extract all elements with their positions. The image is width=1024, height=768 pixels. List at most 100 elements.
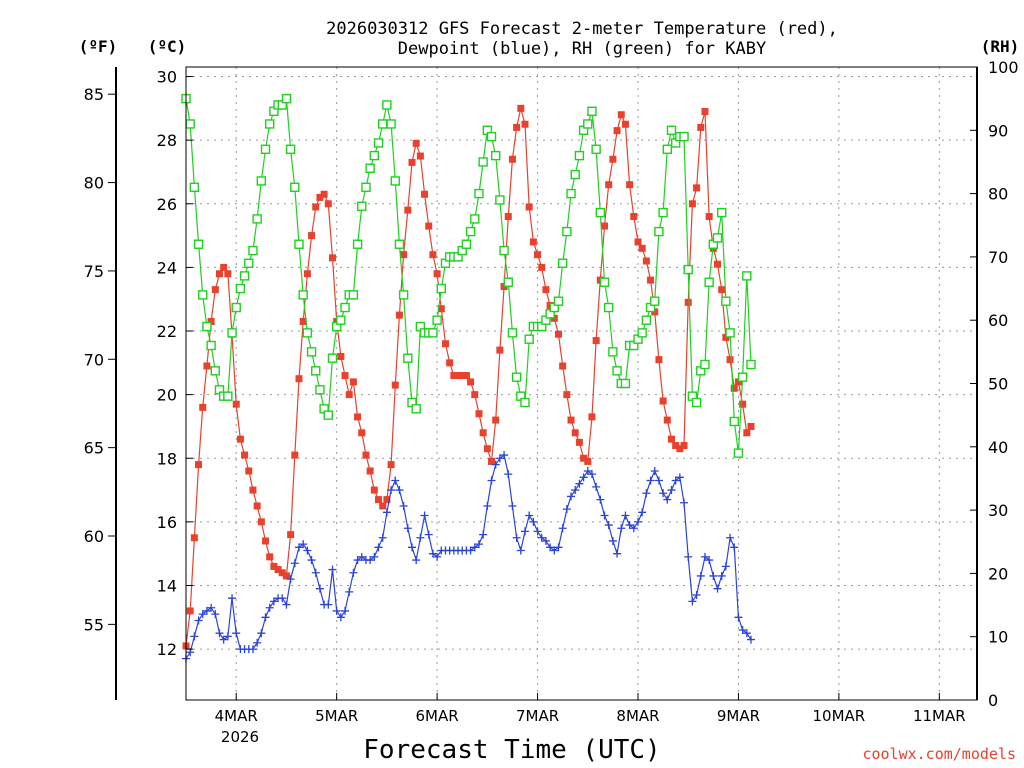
data-point <box>704 277 714 287</box>
data-point <box>571 486 580 495</box>
data-point <box>260 144 271 154</box>
c-tick-label: 16 <box>157 513 177 532</box>
data-point <box>265 119 275 129</box>
data-point <box>241 451 249 459</box>
data-point <box>574 150 585 161</box>
data-point <box>327 353 338 363</box>
data-point <box>223 632 232 641</box>
data-point <box>684 552 693 561</box>
data-point <box>328 565 337 574</box>
data-point <box>195 461 203 469</box>
data-point <box>345 391 353 399</box>
data-point <box>261 613 270 622</box>
data-point <box>667 486 676 495</box>
data-point <box>424 530 433 539</box>
data-point <box>495 195 505 205</box>
c-tick-label: 20 <box>157 386 177 405</box>
data-point <box>199 403 207 411</box>
celsius-unit-label: (ºC) <box>148 37 187 56</box>
chart-title-line2: Dewpoint (blue), RH (green) for KABY <box>398 39 766 59</box>
data-point <box>479 530 488 539</box>
data-point <box>437 305 445 313</box>
data-point <box>513 123 521 131</box>
data-point <box>248 645 257 654</box>
year-label: 2026 <box>221 728 259 746</box>
data-point <box>274 566 282 574</box>
data-point <box>613 549 622 558</box>
data-point <box>450 372 458 380</box>
data-point <box>474 188 484 199</box>
data-point <box>336 315 346 325</box>
data-point <box>587 470 596 479</box>
data-point <box>332 606 341 615</box>
data-point <box>466 546 475 555</box>
data-point <box>504 470 513 479</box>
data-point <box>546 543 555 552</box>
data-point <box>324 600 333 609</box>
data-point <box>403 353 413 363</box>
data-point <box>194 616 203 625</box>
data-point <box>667 435 675 443</box>
data-point <box>248 245 258 256</box>
f-tick-label: 65 <box>84 439 104 458</box>
data-point <box>358 429 366 437</box>
data-point <box>295 375 303 383</box>
data-point <box>529 517 538 526</box>
data-point <box>281 93 292 104</box>
x-tick-label: 11MAR <box>913 707 966 725</box>
data-point <box>186 648 195 657</box>
data-point <box>559 362 567 370</box>
x-tick-label: 8MAR <box>616 707 659 725</box>
data-point <box>408 543 416 552</box>
data-point <box>583 466 592 475</box>
data-point <box>575 479 584 488</box>
rh-tick-label: 80 <box>988 185 1008 204</box>
data-point <box>441 340 449 348</box>
data-point <box>198 610 207 619</box>
data-point <box>420 511 429 520</box>
data-point <box>404 206 412 214</box>
data-point <box>239 271 250 281</box>
data-point <box>479 429 487 437</box>
rh-tick-label: 100 <box>988 58 1019 77</box>
data-point <box>679 131 689 142</box>
data-point <box>462 372 470 380</box>
x-tick-label: 5MAR <box>315 707 358 725</box>
data-point <box>312 203 320 211</box>
data-point <box>411 404 421 414</box>
c-tick-label: 12 <box>157 640 177 659</box>
data-point <box>328 254 336 262</box>
data-point <box>303 270 311 278</box>
data-point <box>739 400 747 408</box>
data-point <box>537 533 546 542</box>
data-point <box>508 501 517 510</box>
data-point <box>512 533 521 542</box>
data-point <box>382 508 391 517</box>
data-point <box>626 181 634 189</box>
data-point <box>345 587 354 596</box>
grid-lines <box>186 67 977 700</box>
data-point <box>257 518 265 526</box>
data-point <box>737 372 748 382</box>
data-point <box>483 445 491 453</box>
data-point <box>521 527 529 536</box>
data-point <box>730 384 738 392</box>
c-tick-label: 26 <box>157 195 177 214</box>
rh-tick-label: 50 <box>988 375 1008 394</box>
rh-tick-label: 60 <box>988 311 1008 330</box>
data-point <box>366 467 374 475</box>
data-point <box>232 400 240 408</box>
data-point <box>496 346 504 354</box>
data-point <box>228 594 237 603</box>
data-point <box>400 251 408 259</box>
data-point <box>295 543 303 552</box>
data-point <box>666 125 677 136</box>
x-axis-title: Forecast Time (UTC) <box>363 735 660 765</box>
data-point <box>193 239 204 249</box>
data-point <box>429 251 437 259</box>
data-point <box>592 482 601 491</box>
data-point <box>324 200 332 208</box>
data-point <box>524 334 534 344</box>
rh-tick-label: 10 <box>988 628 1008 647</box>
data-point <box>680 442 688 450</box>
